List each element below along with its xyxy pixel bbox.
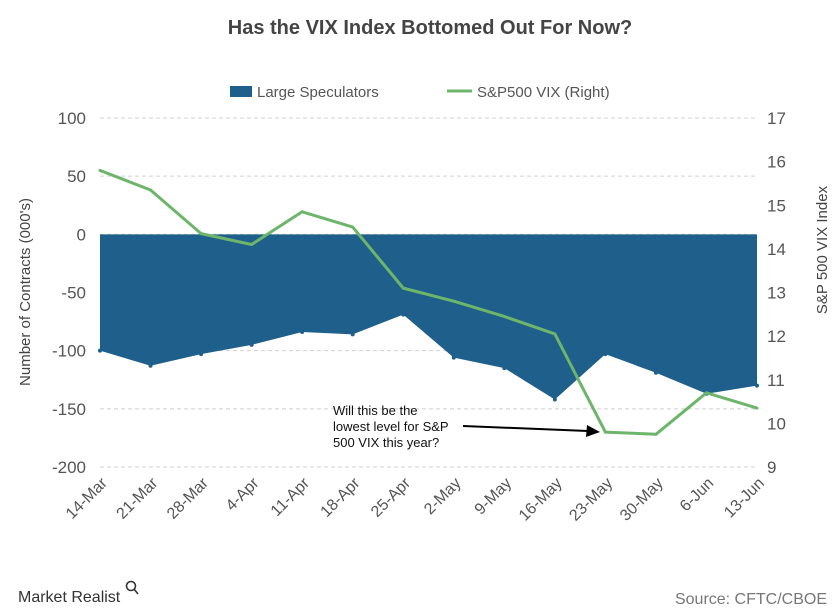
y-tick-label-4: -100 — [52, 342, 86, 361]
large-speculators-point-1 — [148, 363, 153, 368]
x-tick-label-10: 23-May — [566, 475, 616, 525]
y2-tick-label-4: 13 — [767, 284, 786, 303]
annotation: Will this be the lowest level for S&P 50… — [333, 403, 600, 450]
legend: Large Speculators S&P500 VIX (Right) — [230, 84, 610, 101]
large-speculators-point-13 — [755, 383, 759, 388]
y-tick-label-0: 100 — [58, 109, 86, 128]
chart-title: Has the VIX Index Bottomed Out For Now? — [228, 17, 632, 39]
left-axis-ticks: 100 50 0 -50 -100 -150 -200 — [52, 109, 86, 477]
large-speculators-area — [98, 234, 759, 402]
annotation-line-1: Will this be the — [333, 403, 418, 418]
right-axis-ticks: 17 16 15 14 13 12 11 10 9 — [767, 109, 786, 477]
large-speculators-point-5 — [350, 332, 355, 337]
x-tick-label-0: 14-Mar — [63, 474, 111, 522]
legend-label-vix: S&P500 VIX (Right) — [477, 84, 610, 101]
vix-point-0 — [98, 168, 102, 172]
x-tick-label-5: 18-Apr — [318, 474, 364, 520]
large-speculators-point-0 — [98, 348, 102, 353]
annotation-arrow-head — [586, 425, 600, 437]
large-speculators-point-9 — [552, 397, 557, 402]
annotation-arrow-shaft — [462, 425, 589, 432]
y2-tick-label-6: 11 — [767, 371, 785, 390]
large-speculators-point-3 — [249, 342, 254, 347]
vix-point-7 — [452, 299, 456, 303]
large-speculators-point-2 — [199, 352, 204, 357]
x-tick-label-13: 13-Jun — [721, 475, 768, 522]
y2-tick-label-8: 9 — [767, 458, 776, 477]
y2-tick-label-2: 15 — [767, 196, 786, 215]
y-tick-label-2: 0 — [77, 225, 86, 244]
source-note: Source: CFTC/CBOE — [675, 591, 827, 608]
large-speculators-point-6 — [401, 312, 406, 317]
large-speculators-area-shape — [100, 234, 757, 400]
market-realist-logo: Market Realist — [18, 580, 139, 606]
vix-line-path — [99, 168, 758, 436]
y-tick-label-1: 50 — [67, 167, 86, 186]
vix-point-12 — [704, 391, 708, 395]
x-tick-label-9: 16-May — [516, 475, 566, 525]
y2-tick-label-3: 14 — [767, 240, 786, 259]
legend-label-large-speculators: Large Speculators — [257, 84, 379, 101]
y-tick-label-3: -50 — [61, 284, 86, 303]
vix-point-2 — [199, 232, 203, 236]
annotation-line-2: lowest level for S&P — [333, 419, 449, 434]
x-tick-label-6: 25-Apr — [368, 474, 414, 520]
large-speculators-point-8 — [502, 366, 507, 371]
large-speculators-point-4 — [300, 330, 305, 335]
vix-point-13 — [755, 406, 759, 410]
large-speculators-point-10 — [603, 352, 608, 357]
x-tick-label-2: 28-Mar — [164, 474, 212, 522]
vix-point-8 — [502, 314, 506, 318]
x-tick-label-12: 6-Jun — [677, 475, 717, 515]
annotation-line-3: 500 VIX this year? — [333, 435, 439, 450]
y2-tick-label-5: 12 — [767, 327, 786, 346]
y2-tick-label-7: 10 — [767, 414, 786, 433]
y-tick-label-6: -200 — [52, 458, 86, 477]
y2-tick-label-0: 17 — [767, 109, 786, 128]
vix-point-6 — [401, 286, 405, 290]
x-axis-ticks: 14-Mar 21-Mar 28-Mar 4-Apr 11-Apr 18-Apr 25-Ap… — [63, 474, 768, 524]
magnifier-icon — [125, 580, 137, 592]
vix-point-5 — [351, 225, 355, 229]
x-tick-label-7: 2-May — [421, 475, 464, 518]
brand-name: Market Realist — [18, 589, 121, 606]
x-tick-label-8: 9-May — [472, 475, 515, 518]
vix-point-4 — [300, 210, 304, 214]
legend-swatch-large-speculators — [230, 86, 252, 97]
y-tick-label-5: -150 — [52, 400, 86, 419]
y2-tick-label-1: 16 — [767, 153, 786, 172]
vix-point-1 — [149, 188, 153, 192]
vix-point-9 — [553, 332, 557, 336]
vix-point-10 — [603, 430, 607, 434]
x-tick-label-4: 11-Apr — [268, 474, 314, 520]
magnifier-icon-handle — [133, 588, 139, 595]
y-axis-label: Number of Contracts (000's) — [17, 198, 34, 386]
y2-axis-label: S&P 500 VIX Index — [814, 185, 831, 314]
large-speculators-point-11 — [653, 370, 658, 375]
vix-point-3 — [250, 243, 254, 247]
x-tick-label-3: 4-Apr — [223, 474, 263, 514]
large-speculators-point-7 — [451, 355, 456, 360]
vix-point-11 — [654, 432, 658, 436]
vix-line — [98, 168, 759, 436]
x-tick-label-1: 21-Mar — [114, 474, 162, 522]
x-tick-label-11: 30-May — [617, 475, 667, 525]
